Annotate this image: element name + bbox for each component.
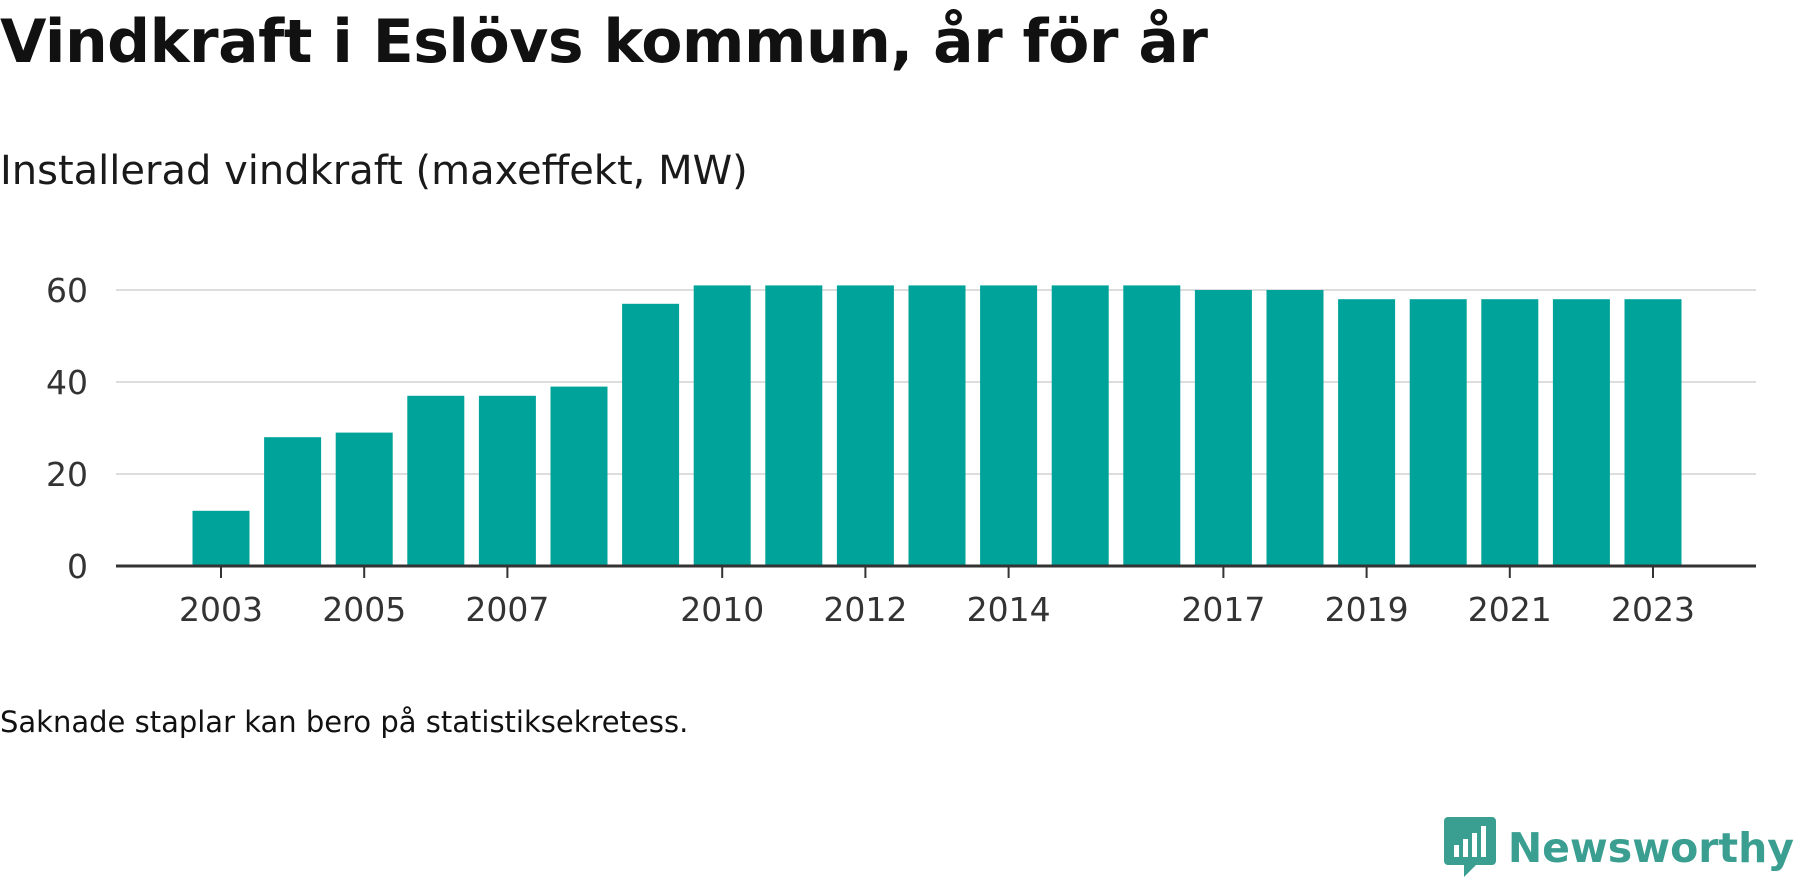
bar-2021 [1481,299,1539,566]
bar-2010 [693,285,751,566]
bar-2007 [478,395,536,566]
bar-2009 [622,303,680,566]
x-tick-label: 2010 [680,590,764,629]
bar-2023 [1624,299,1682,566]
bar-2020 [1409,299,1467,566]
axes: 0 20 40 60 2003 2005 2007 2010 2012 2014 2017 2019 2… [46,271,1756,629]
bar-2006 [407,395,465,566]
chart-title: Vindkraft i Eslövs kommun, år för år [0,7,1208,77]
brand-logo: Newsworthy [1443,816,1794,880]
y-tick-label: 20 [46,455,88,494]
bar-2013 [908,285,966,566]
footnote: Saknade staplar kan bero på statistiksek… [0,705,689,739]
bar-2011 [765,285,823,566]
bar-2008 [550,386,608,566]
bar-2017 [1194,290,1252,566]
bars [192,285,1682,566]
bar-2004 [264,437,322,566]
x-tick-label: 2003 [179,590,263,629]
bar-2005 [335,432,393,566]
x-tick-label: 2007 [465,590,549,629]
x-tick-label: 2023 [1611,590,1695,629]
x-tick-label: 2017 [1181,590,1265,629]
x-tick-label: 2012 [823,590,907,629]
x-tick-label: 2005 [322,590,406,629]
bar-2016 [1123,285,1181,566]
x-tick-label: 2021 [1468,590,1552,629]
bar-2022 [1552,299,1610,566]
bar-2018 [1266,290,1324,566]
bar-2003 [192,510,250,566]
bar-2019 [1338,299,1396,566]
bar-2014 [980,285,1038,566]
bar-chart: 0 20 40 60 2003 2005 2007 2010 2012 2014 2017 2019 2… [46,271,1756,629]
y-tick-label: 40 [46,363,88,402]
chart-subtitle: Installerad vindkraft (maxeffekt, MW) [0,148,748,194]
x-tick-label: 2014 [967,590,1051,629]
y-tick-label: 0 [67,547,88,586]
newsworthy-bar-chart-bubble-icon [1443,817,1496,877]
x-tick-label: 2019 [1325,590,1409,629]
bar-2015 [1051,285,1109,566]
bar-2012 [836,285,894,566]
y-tick-label: 60 [46,271,88,310]
brand-name: Newsworthy [1507,824,1794,872]
